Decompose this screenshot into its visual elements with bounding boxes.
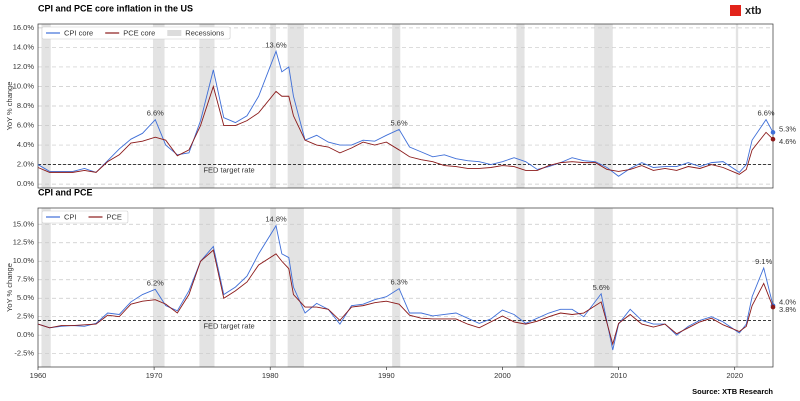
- x-tick-label: 1970: [146, 371, 163, 380]
- y-tick-label: 7.5%: [17, 275, 34, 284]
- chart-title: CPI and PCE core inflation in the US: [38, 3, 193, 13]
- recession-band: [199, 208, 215, 367]
- end-point: [770, 130, 776, 135]
- x-tick-label: 1990: [378, 371, 395, 380]
- y-tick-label: 4.0%: [17, 140, 34, 149]
- recession-band: [516, 24, 525, 188]
- y-axis-label: YoY % change: [5, 82, 14, 131]
- legend-label: Recessions: [185, 28, 224, 37]
- recession-band: [735, 208, 739, 367]
- y-tick-label: 2.0%: [17, 160, 34, 169]
- recession-band: [270, 24, 277, 188]
- annotation: 5.3%: [779, 124, 796, 133]
- recession-band: [594, 24, 613, 188]
- legend-swatch: [167, 30, 182, 36]
- legend-label: PCE core: [123, 28, 155, 37]
- y-tick-label: 12.0%: [13, 62, 35, 71]
- annotation: 5.6%: [593, 283, 610, 292]
- x-tick-label: 2000: [494, 371, 511, 380]
- y-tick-label: 15.0%: [13, 219, 35, 228]
- series-line: [37, 224, 774, 351]
- recession-band: [41, 208, 51, 367]
- recession-band: [152, 208, 165, 367]
- y-tick-label: 10.0%: [13, 81, 35, 90]
- annotation: 6.3%: [391, 278, 408, 287]
- reference-label: FED target rate: [203, 166, 254, 175]
- source: Source: XTB Research: [692, 387, 773, 396]
- annotation: 4.0%: [779, 298, 796, 307]
- legend-box: [41, 210, 129, 224]
- recession-band: [270, 208, 277, 367]
- recession-band: [287, 208, 304, 367]
- y-tick-label: 8.0%: [17, 101, 34, 110]
- annotation: 3.8%: [779, 305, 796, 314]
- y-tick-label: 2.5%: [17, 312, 34, 321]
- y-tick-label: 0.0%: [17, 330, 34, 339]
- recession-band: [392, 208, 401, 367]
- legend-label: CPI core: [64, 28, 93, 37]
- y-tick-label: 14.0%: [13, 42, 35, 51]
- x-tick-label: 2010: [610, 371, 627, 380]
- annotation: 9.1%: [755, 257, 772, 266]
- x-tick-label: 1980: [262, 371, 279, 380]
- annotation: 4.6%: [779, 137, 796, 146]
- annotation: 13.6%: [265, 40, 287, 49]
- legend-label: PCE: [107, 212, 122, 221]
- recession-band: [516, 208, 525, 367]
- y-tick-label: -2.5%: [14, 349, 34, 358]
- y-tick-label: 10.0%: [13, 256, 35, 265]
- plot-frame: [37, 23, 774, 189]
- end-point: [770, 304, 776, 310]
- y-tick-label: 6.0%: [17, 121, 34, 130]
- logo-icon: [730, 5, 741, 16]
- y-tick-label: 16.0%: [13, 23, 35, 32]
- annotation: 5.6%: [391, 118, 408, 127]
- plot-frame: [37, 207, 774, 368]
- legend-box: [41, 26, 231, 40]
- series-line: [37, 249, 774, 346]
- y-tick-label: 5.0%: [17, 293, 34, 302]
- y-tick-label: 12.5%: [13, 238, 35, 247]
- y-axis-label: YoY % change: [5, 263, 14, 312]
- series-line: [37, 84, 774, 175]
- annotation: 6.2%: [147, 278, 164, 287]
- x-tick-label: 1960: [30, 371, 47, 380]
- y-tick-label: 0.0%: [17, 179, 34, 188]
- end-point: [770, 136, 776, 142]
- x-tick-label: 2020: [726, 371, 743, 380]
- logo: xtb: [745, 5, 762, 17]
- reference-label: FED target rate: [203, 321, 254, 330]
- annotation: 14.8%: [265, 215, 287, 224]
- annotation: 6.6%: [147, 109, 164, 118]
- series-line: [37, 49, 774, 177]
- chart-title: CPI and PCE: [38, 187, 93, 197]
- legend-label: CPI: [64, 212, 77, 221]
- annotation: 6.6%: [757, 109, 774, 118]
- recession-band: [735, 24, 739, 188]
